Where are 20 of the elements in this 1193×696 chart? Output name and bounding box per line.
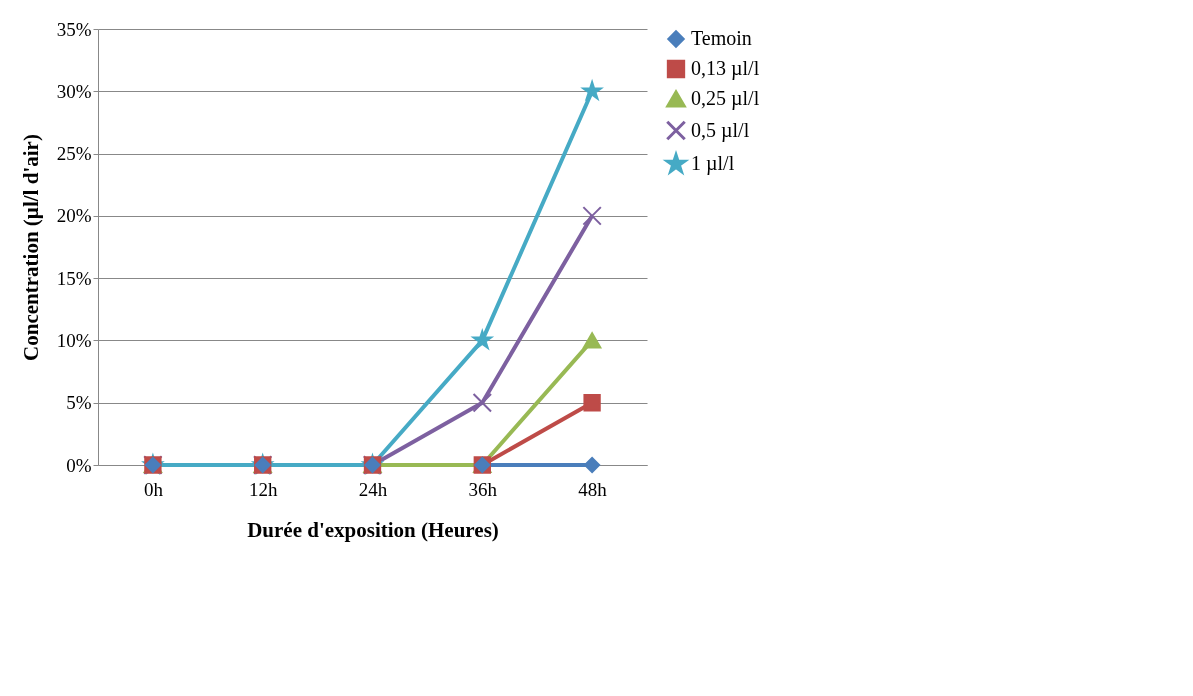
legend-label: Temoin: [691, 27, 752, 49]
legend-label: 0,5 µl/l: [691, 118, 750, 142]
x-tick-label: 24h: [358, 478, 388, 500]
x-tick-label: 12h: [248, 478, 278, 500]
x-tick-label: 0h: [143, 478, 164, 500]
y-tick-label: 0%: [66, 454, 92, 476]
y-tick-label: 5%: [66, 392, 92, 414]
legend-label: 1 µl/l: [691, 152, 735, 175]
x-axis-title: Durée d'exposition (Heures): [247, 517, 499, 542]
y-tick-label: 10%: [56, 329, 92, 351]
legend-label: 0,25 µl/l: [691, 87, 760, 110]
y-tick-label: 20%: [56, 205, 92, 227]
y-tick-label: 30%: [56, 80, 92, 102]
y-tick-label: 15%: [56, 267, 92, 289]
y-tick-label: 35%: [56, 18, 92, 40]
x-tick-label: 36h: [468, 478, 498, 500]
legend-label: 0,13 µl/l: [691, 57, 760, 80]
x-tick-label: 48h: [578, 478, 608, 500]
y-tick-label: 25%: [56, 143, 92, 165]
y-axis-title: Concentration (µl/l d'air): [18, 134, 43, 361]
